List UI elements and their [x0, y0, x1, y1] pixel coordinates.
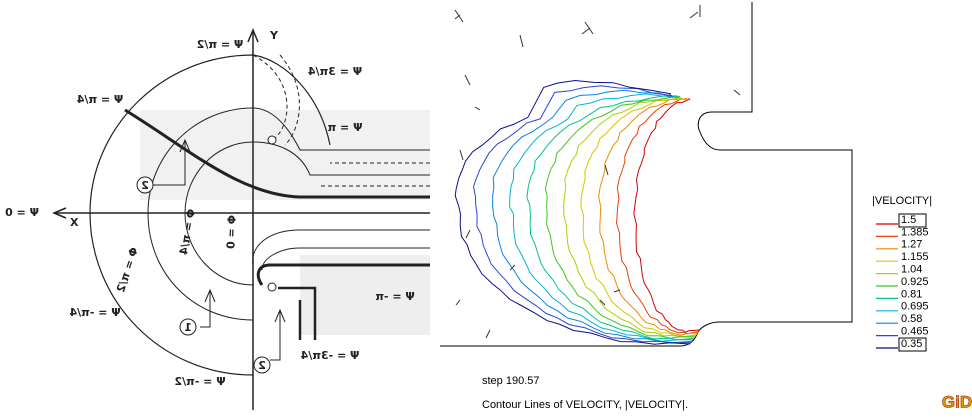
legend-value: 0.58: [901, 313, 922, 325]
contour-line: [634, 99, 700, 332]
diagram-label: Ψ = π/2: [197, 38, 244, 51]
diagram-label: Ψ = 0: [5, 206, 39, 219]
contour-line: [510, 94, 693, 341]
legend-value: 1.155: [901, 251, 929, 263]
page: Y X Ψ = π/2 Ψ = 3π/4 Ψ = π/4 Ψ = π Ψ = 0 Φ = …: [0, 0, 972, 418]
diagram-label: Φ = π/4: [177, 208, 198, 256]
contours: [455, 81, 700, 345]
logo: GiD: [942, 392, 972, 411]
legend-title: |VELOCITY|: [872, 195, 932, 207]
legend: |VELOCITY| 1.51.3851.271.1551.040.9250.81…: [872, 195, 932, 351]
diagram-label: Ψ = -3π/4: [300, 349, 359, 362]
step-label: step 190.57: [482, 375, 540, 387]
domain-outline: [440, 2, 852, 346]
diagram-label: Ψ = -π/2: [174, 375, 225, 388]
plot-caption: Contour Lines of VELOCITY, |VELOCITY|.: [482, 399, 688, 411]
legend-value: 0.465: [901, 326, 929, 338]
diagram-label: Ψ = -π: [375, 290, 415, 303]
diagram-label: Φ = π/2: [114, 246, 141, 294]
figure: Y X Ψ = π/2 Ψ = 3π/4 Ψ = π/4 Ψ = π Ψ = 0 Φ = …: [0, 0, 972, 418]
legend-value: 1.04: [901, 264, 922, 276]
diagram-label: Ψ = -π/4: [69, 306, 121, 319]
callout-number: 2: [258, 359, 266, 372]
diagram-label: Ψ = 3π/4: [308, 65, 363, 78]
callout-number: 1: [184, 321, 192, 334]
legend-value: 0.695: [901, 301, 929, 313]
legend-value: 0.925: [901, 276, 929, 288]
contour-line: [581, 98, 697, 336]
contour-line: [527, 96, 694, 340]
axis-label: Y: [269, 29, 279, 42]
legend-value: 1.27: [901, 239, 922, 251]
contour-line: [599, 98, 698, 335]
legend-value: 1.5: [901, 214, 916, 226]
callout-number: 2: [141, 179, 149, 192]
flow-diagram: [54, 30, 430, 410]
diagram-label: Φ = 0: [224, 215, 238, 250]
contour-line: [493, 90, 692, 342]
contour-line: [617, 99, 700, 334]
legend-value: 0.81: [901, 288, 922, 300]
contour-line: [455, 81, 690, 345]
diagram-label: Ψ = π/4: [76, 93, 123, 106]
axis-label: X: [70, 216, 79, 229]
legend-value: 0.35: [901, 338, 922, 350]
contour-line: [474, 86, 692, 343]
legend-value: 1.385: [901, 226, 929, 238]
diagram-label: Ψ = π: [327, 121, 362, 134]
